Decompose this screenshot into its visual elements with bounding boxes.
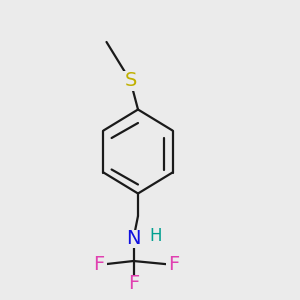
- Text: S: S: [124, 71, 137, 91]
- Bar: [92, 256, 106, 274]
- Text: N: N: [126, 229, 141, 248]
- Bar: [122, 71, 139, 91]
- Text: F: F: [168, 255, 180, 274]
- Bar: [126, 230, 141, 247]
- Text: F: F: [128, 274, 139, 293]
- Bar: [126, 274, 141, 292]
- Text: H: H: [149, 227, 162, 245]
- Text: F: F: [93, 255, 105, 274]
- Bar: [167, 256, 182, 274]
